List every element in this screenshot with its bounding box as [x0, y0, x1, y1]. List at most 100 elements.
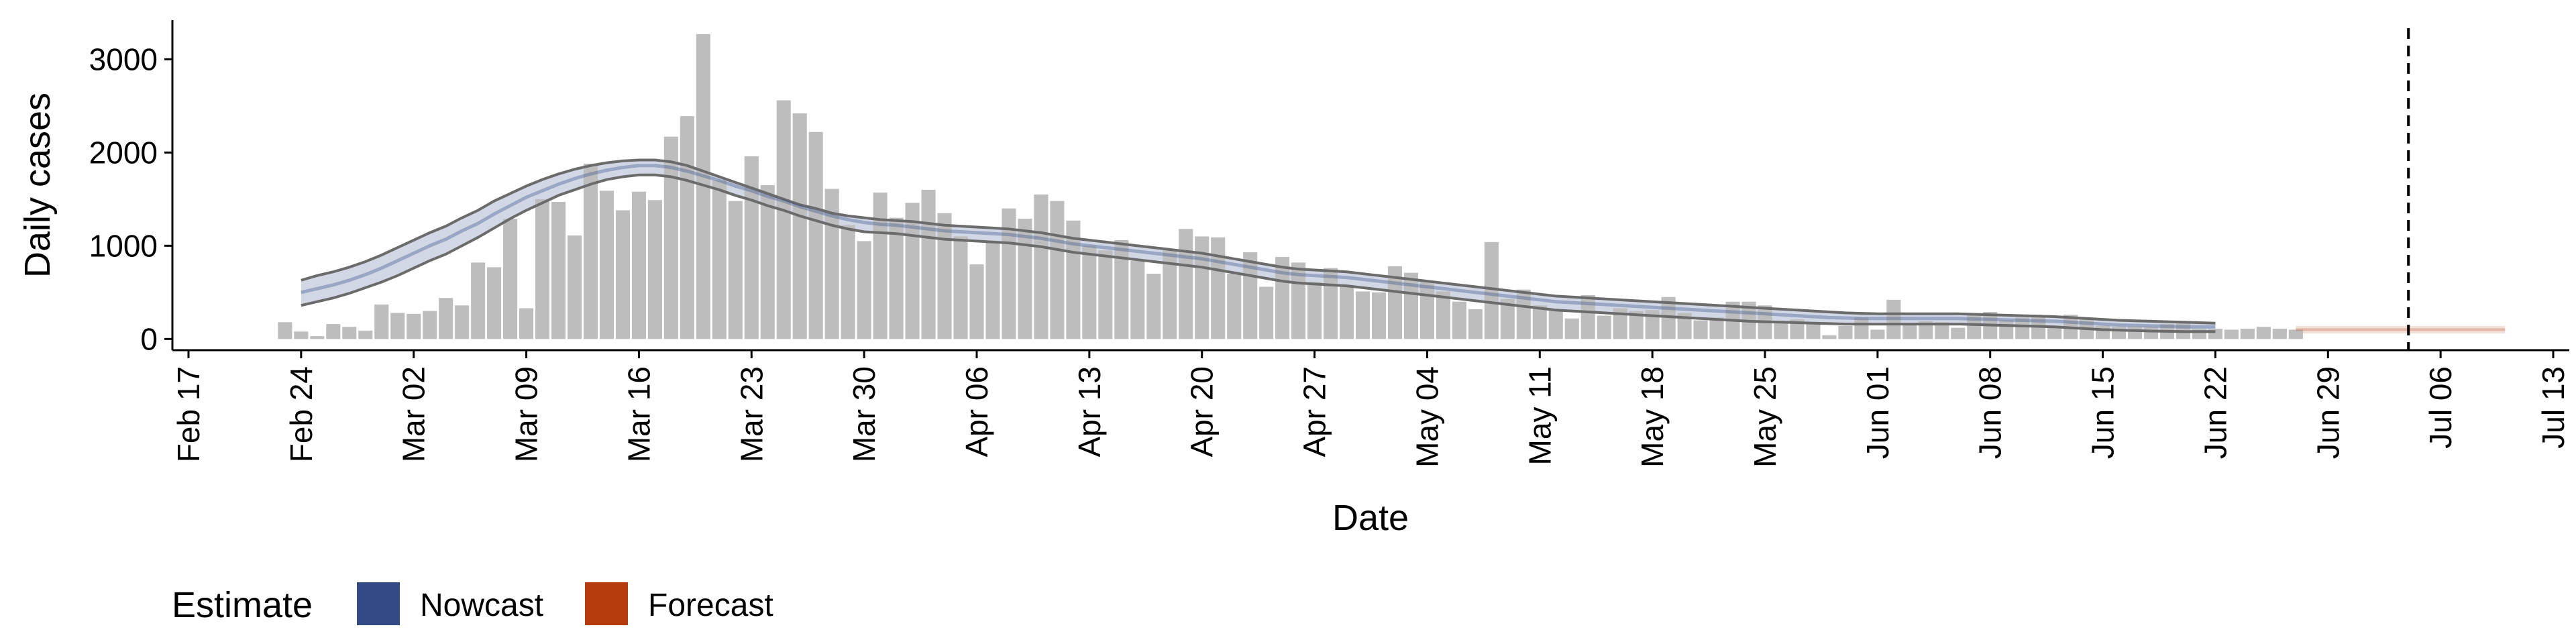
- x-tick-label: Feb 24: [284, 366, 319, 462]
- bar: [278, 322, 292, 339]
- bar: [1034, 194, 1049, 339]
- x-tick-label: Apr 20: [1185, 366, 1220, 458]
- bar: [1774, 321, 1788, 339]
- bar: [696, 34, 710, 339]
- bar: [471, 262, 486, 339]
- bar: [1693, 320, 1708, 339]
- bar: [1580, 295, 1595, 339]
- bar: [1211, 237, 1226, 339]
- bar: [1387, 266, 1403, 339]
- bar: [326, 324, 341, 339]
- bar: [1403, 272, 1418, 339]
- bar: [1500, 299, 1515, 339]
- x-tick-label: Mar 23: [734, 366, 769, 462]
- bar: [407, 313, 421, 339]
- bar: [1661, 297, 1676, 339]
- bar: [1886, 299, 1901, 339]
- bar: [1098, 250, 1113, 339]
- bar: [1195, 236, 1210, 339]
- x-tick-label: Apr 13: [1072, 366, 1107, 458]
- x-tick-label: Jul 06: [2423, 366, 2458, 449]
- bar: [615, 210, 630, 339]
- bar: [2240, 329, 2255, 339]
- bar: [1082, 246, 1097, 339]
- x-tick-label: Mar 09: [509, 366, 544, 462]
- x-tick-label: May 11: [1522, 366, 1557, 465]
- bar: [519, 308, 534, 339]
- bars: [278, 34, 2303, 339]
- nowcast-upper-line: [301, 158, 2216, 325]
- x-tick-label: Mar 30: [847, 366, 881, 462]
- bar: [535, 199, 550, 339]
- bar: [1163, 249, 1177, 339]
- bar: [776, 100, 791, 339]
- x-tick-label: May 18: [1635, 366, 1670, 468]
- bar: [1919, 321, 1933, 339]
- bar: [1227, 274, 1242, 339]
- bar: [969, 264, 984, 339]
- bar: [599, 191, 614, 339]
- bar: [1066, 220, 1081, 339]
- bar: [1806, 324, 1821, 339]
- bar: [1902, 324, 1917, 339]
- bar: [1018, 219, 1032, 339]
- x-tick-label: Apr 27: [1297, 366, 1332, 458]
- bar: [487, 267, 502, 339]
- legend: Estimate Nowcast Forecast: [172, 582, 773, 625]
- bar: [1597, 315, 1611, 339]
- legend-swatch-forecast: [585, 582, 628, 625]
- nowcast-lower-line: [301, 173, 2216, 333]
- bar: [873, 193, 888, 339]
- bar: [1275, 257, 1290, 339]
- bar: [1967, 315, 1982, 339]
- bar: [1645, 310, 1660, 339]
- bar: [1516, 289, 1531, 339]
- bar: [1838, 325, 1853, 339]
- x-tick-label: Jun 15: [2086, 366, 2121, 459]
- bar: [1371, 292, 1387, 339]
- bar: [985, 241, 1000, 339]
- x-tick-label: Feb 17: [171, 366, 206, 462]
- bar: [1114, 240, 1129, 339]
- bar: [2143, 327, 2159, 339]
- bar: [455, 305, 470, 339]
- bar: [390, 313, 405, 339]
- bar: [2256, 327, 2271, 339]
- bar: [841, 225, 855, 339]
- bar: [1854, 317, 1869, 339]
- bar: [358, 330, 373, 339]
- bar: [680, 116, 694, 339]
- bar: [1677, 313, 1692, 339]
- y-axis-title: Daily cases: [17, 93, 58, 278]
- bar: [1468, 309, 1483, 339]
- x-tick-label: Jun 08: [1973, 366, 2008, 459]
- y-tick-label: 1000: [89, 228, 158, 263]
- bar: [2288, 329, 2303, 339]
- y-tick-label: 0: [140, 321, 158, 356]
- bar: [1307, 282, 1322, 339]
- x-tick-label: Mar 02: [396, 366, 431, 462]
- bar: [760, 185, 775, 339]
- bar: [728, 201, 743, 339]
- bar: [1613, 308, 1627, 339]
- bar: [1436, 291, 1450, 339]
- bar: [1002, 208, 1016, 339]
- x-tick-label: Apr 06: [959, 366, 994, 458]
- bar: [2224, 329, 2239, 339]
- bar: [744, 156, 759, 339]
- legend-label-forecast: Forecast: [648, 588, 773, 623]
- bar: [2096, 325, 2110, 339]
- bar: [1452, 301, 1466, 339]
- legend-label-nowcast: Nowcast: [420, 588, 543, 623]
- bar: [439, 298, 453, 339]
- bar: [1259, 286, 1274, 339]
- bar: [1548, 311, 1563, 339]
- bar: [374, 304, 389, 339]
- x-tick-label: May 25: [1748, 366, 1782, 468]
- bar: [2015, 317, 2030, 339]
- bar: [583, 164, 598, 339]
- bar: [342, 327, 357, 339]
- x-tick-label: Jun 29: [2310, 366, 2345, 459]
- bar: [1484, 241, 1499, 339]
- bar: [1629, 311, 1644, 339]
